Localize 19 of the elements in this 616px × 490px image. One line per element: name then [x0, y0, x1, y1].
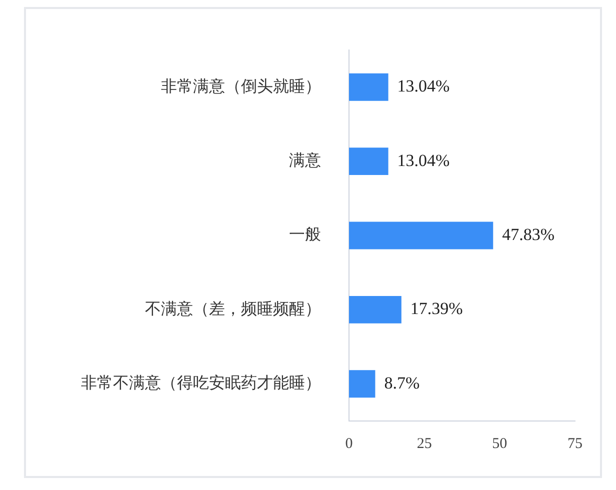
- y-tick-label: 非常满意（倒头就睡）: [161, 76, 321, 96]
- data-label: 17.39%: [410, 299, 463, 318]
- data-label: 13.04%: [397, 76, 450, 96]
- x-tick-label: 50: [492, 436, 508, 452]
- bar: [349, 222, 494, 250]
- bar: [349, 370, 376, 398]
- x-tick-label: 75: [568, 436, 582, 452]
- bar: [349, 296, 402, 324]
- x-tick-label: 25: [416, 436, 432, 452]
- data-label: 8.7%: [384, 373, 420, 392]
- y-tick-label: 非常不满意（得吃安眠药才能睡）: [81, 373, 321, 392]
- data-label: 47.83%: [502, 224, 555, 244]
- y-tick-label: 满意: [289, 150, 321, 170]
- y-tick-label: 一般: [289, 224, 321, 244]
- x-tick-label: 0: [345, 436, 353, 452]
- data-label: 13.04%: [397, 150, 450, 170]
- bar: [349, 148, 388, 176]
- y-tick-label: 不满意（差，频睡频醒）: [145, 298, 321, 318]
- bar: [349, 73, 388, 101]
